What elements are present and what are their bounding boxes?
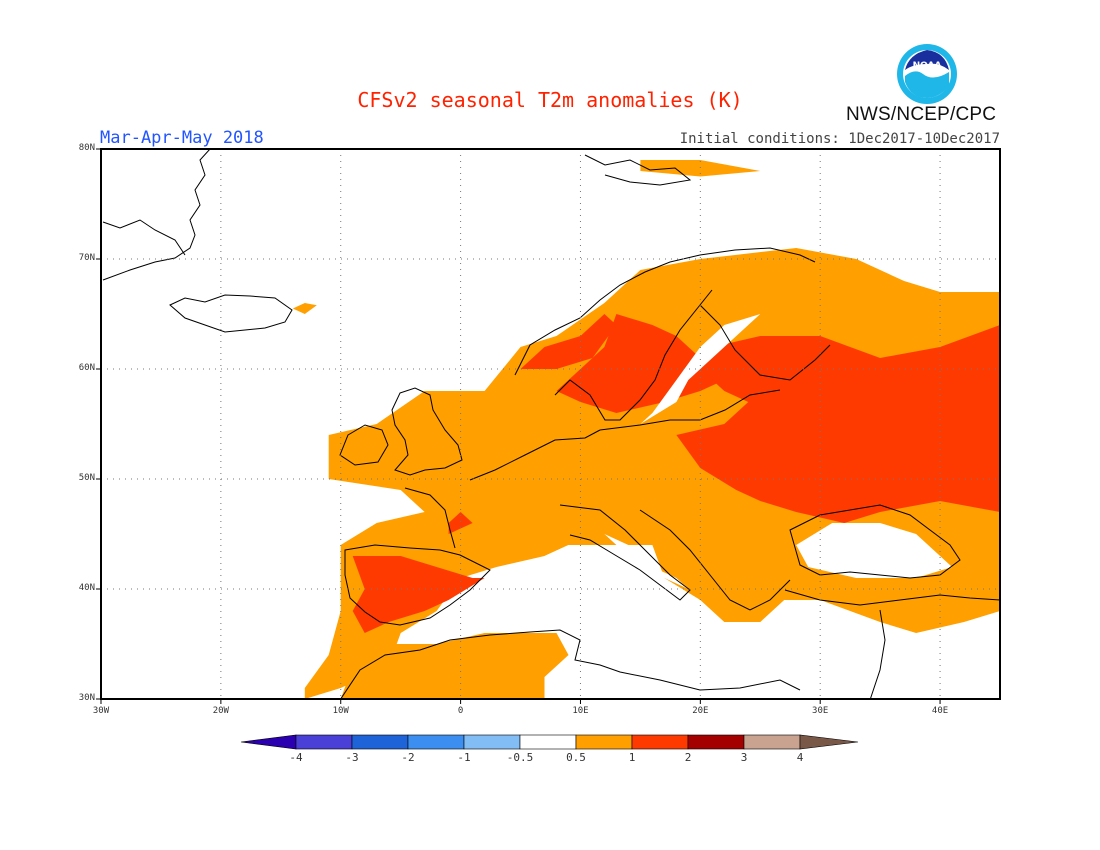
lat-label: 40N [78,583,95,593]
coastline-balkans [639,509,791,611]
lon-label: 30W [92,706,110,716]
lon-label: 20E [692,706,709,716]
sea-baltic [640,314,761,424]
coastline-great-britain [391,387,463,476]
forecast-period: Mar-Apr-May 2018 [100,128,264,148]
map-frame [100,148,1001,700]
sea-adriatic [604,534,689,589]
lat-label: 50N [78,473,95,483]
lon-label: 40E [931,706,949,716]
anomaly-warm-iceland [292,303,317,314]
colorbar-arrow-high [799,734,859,750]
lat-label: 70N [78,253,95,263]
anomaly-hot-france [448,512,473,534]
colorbar-swatch [295,734,353,750]
lat-label: 60N [78,363,95,373]
noaa-logo-icon: NOAA [897,44,957,104]
coastline-greenland [102,149,211,281]
coastline-layer [102,149,1000,699]
lon-label: 30E [812,706,829,716]
sea-mediterranean-east [604,611,893,688]
lon-label: 20W [212,706,229,716]
noaa-logo-text: NOAA [913,61,942,71]
colorbar-swatch [575,734,633,750]
map-title: CFSv2 seasonal T2m anomalies (K) [357,88,743,112]
coastline-black-sea [789,504,961,579]
sea-black-sea [796,523,953,578]
colorbar-label: 4 [796,751,804,764]
coastline-iberia [344,544,491,626]
colorbar-arrow-low [240,734,297,750]
colorbar-swatch [407,734,465,750]
coastline-north-africa [340,629,801,699]
colorbar-swatch [743,734,801,750]
colorbar-swatch [687,734,745,750]
colorbar-label: 2 [684,751,692,764]
anomaly-warm-north-africa [340,633,569,699]
lat-label: 30N [78,693,95,703]
coastline-continent [469,429,601,481]
anomaly-hot-norway-coast [520,314,617,369]
coastline-ireland [339,424,389,466]
anomaly-warm-svalbard [640,160,761,177]
lat-label: 80N [78,143,95,153]
colorbar [240,734,859,750]
coastline-italy [559,504,691,601]
sea-mediterranean-west [472,545,653,622]
colorbar-label: 1 [628,751,636,764]
coastline-sweden [554,289,713,421]
colorbar-swatch [463,734,521,750]
colorbar-label: 3 [740,751,748,764]
coastline-greenland-west [102,219,186,256]
colorbar-label: -1 [457,751,471,764]
coastline-levant [869,609,886,699]
colorbar-label: 0.5 [566,751,586,764]
coastline-svalbard [584,154,692,186]
anomaly-hot-russia [676,325,1000,523]
anomaly-hot-iberia [352,556,485,633]
colorbar-swatch [519,734,577,750]
agency-label: NWS/NCEP/CPC [846,104,997,125]
coastline-norway [514,247,816,376]
axis-ticks [96,148,941,704]
colorbar-label: -0.5 [506,751,534,764]
anomaly-hot-scandinavia [556,314,749,413]
lon-label: 10W [332,706,349,716]
colorbar-label: -4 [289,751,303,764]
colorbar-label: -2 [401,751,415,764]
lon-label: 0 [457,706,464,716]
initial-conditions: Initial conditions: 1Dec2017-10Dec2017 [679,131,1000,147]
colorbar-swatch [631,734,689,750]
coastline-finland [699,304,831,381]
anomaly-fill-layer [292,160,1000,699]
lon-label: 10E [572,706,589,716]
colorbar-label: -3 [345,751,359,764]
coastline-france-west [404,487,456,549]
colorbar-swatch [351,734,409,750]
coastline-iceland [169,294,293,333]
